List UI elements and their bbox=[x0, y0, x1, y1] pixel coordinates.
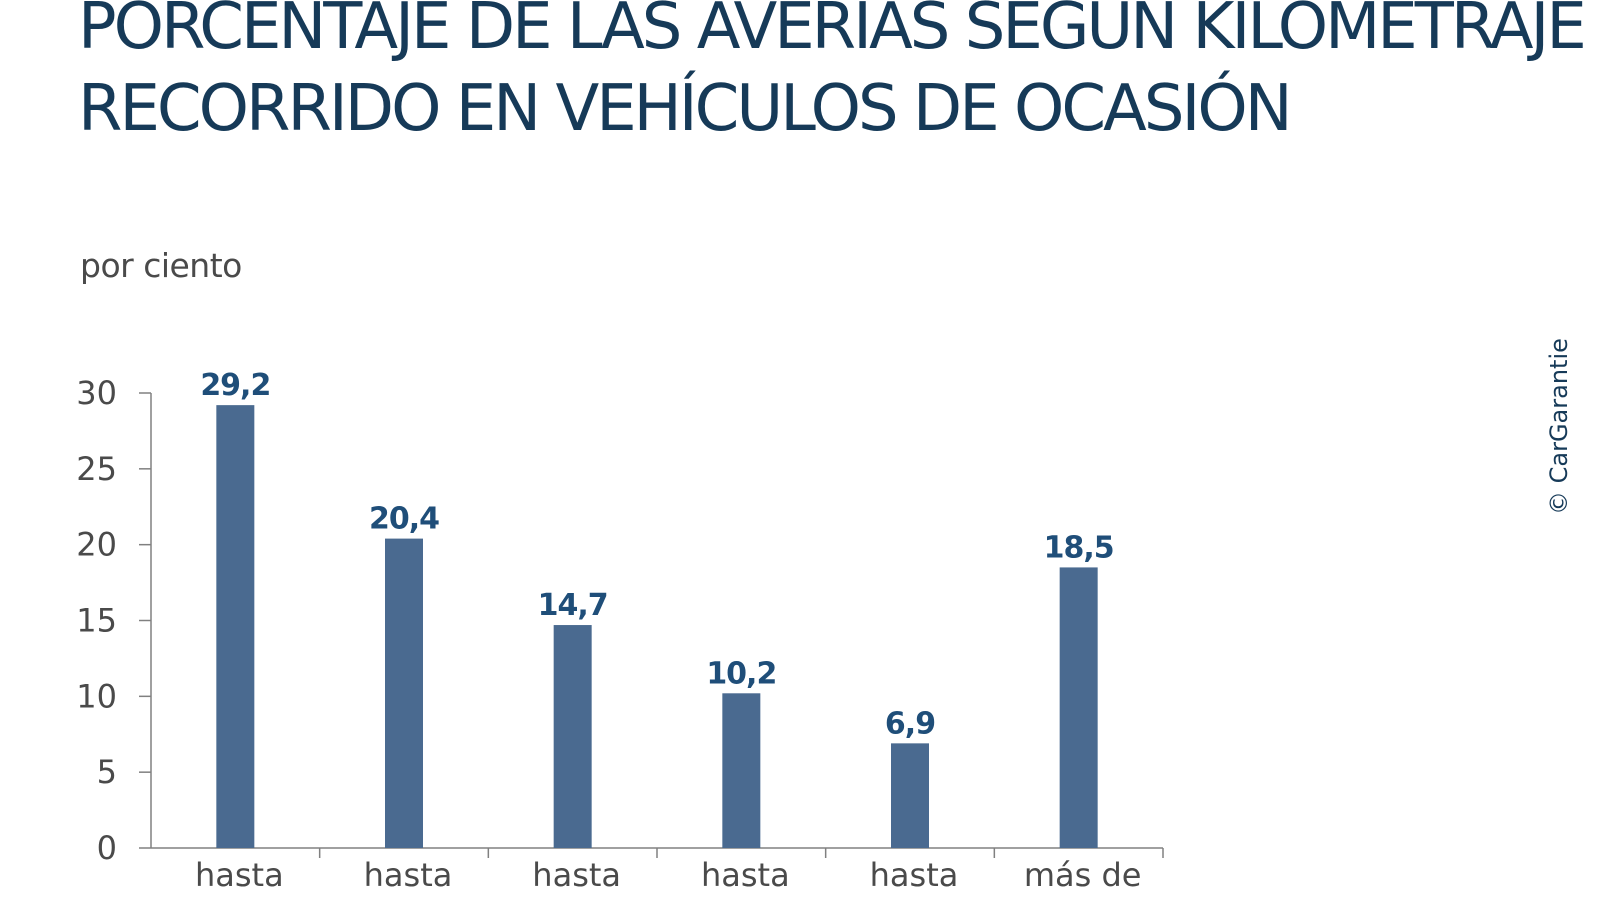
bar bbox=[891, 743, 929, 848]
y-tick-label: 15 bbox=[76, 602, 117, 640]
y-axis-label: por ciento bbox=[80, 246, 242, 285]
x-category-label: hasta bbox=[701, 856, 790, 894]
y-tick-label: 30 bbox=[76, 374, 117, 412]
bar bbox=[722, 693, 761, 848]
bar-value-label: 6,9 bbox=[885, 706, 935, 741]
bar bbox=[1059, 567, 1098, 848]
x-category-label: hasta bbox=[364, 856, 453, 894]
bar-value-label: 18,5 bbox=[1044, 530, 1114, 565]
bar bbox=[216, 405, 255, 848]
y-tick-label: 5 bbox=[97, 753, 117, 791]
bar-value-label: 20,4 bbox=[369, 502, 439, 537]
chart-title: PORCENTAJE DE LAS AVERÍAS SEGÚN KILOMETR… bbox=[78, 0, 1587, 150]
y-tick-label: 0 bbox=[97, 829, 117, 867]
y-tick-label: 25 bbox=[76, 450, 117, 488]
bar-value-label: 10,2 bbox=[706, 656, 776, 691]
bar bbox=[385, 538, 423, 848]
bar-value-label: 14,7 bbox=[538, 588, 608, 623]
x-category-label: hasta bbox=[532, 856, 621, 894]
y-tick-label: 20 bbox=[76, 526, 117, 564]
x-category-label: hasta bbox=[870, 856, 959, 894]
chart-title-line-1: PORCENTAJE DE LAS AVERÍAS SEGÚN KILOMETR… bbox=[78, 0, 1587, 64]
bar-value-label: 29,2 bbox=[200, 368, 270, 403]
x-category-label: más de bbox=[1024, 856, 1142, 894]
chart-title-line-2: RECORRIDO EN VEHÍCULOS DE OCASIÓN bbox=[78, 72, 1293, 146]
y-tick-label: 10 bbox=[76, 677, 117, 715]
x-category-label: hasta bbox=[195, 856, 284, 894]
bar bbox=[553, 625, 592, 848]
